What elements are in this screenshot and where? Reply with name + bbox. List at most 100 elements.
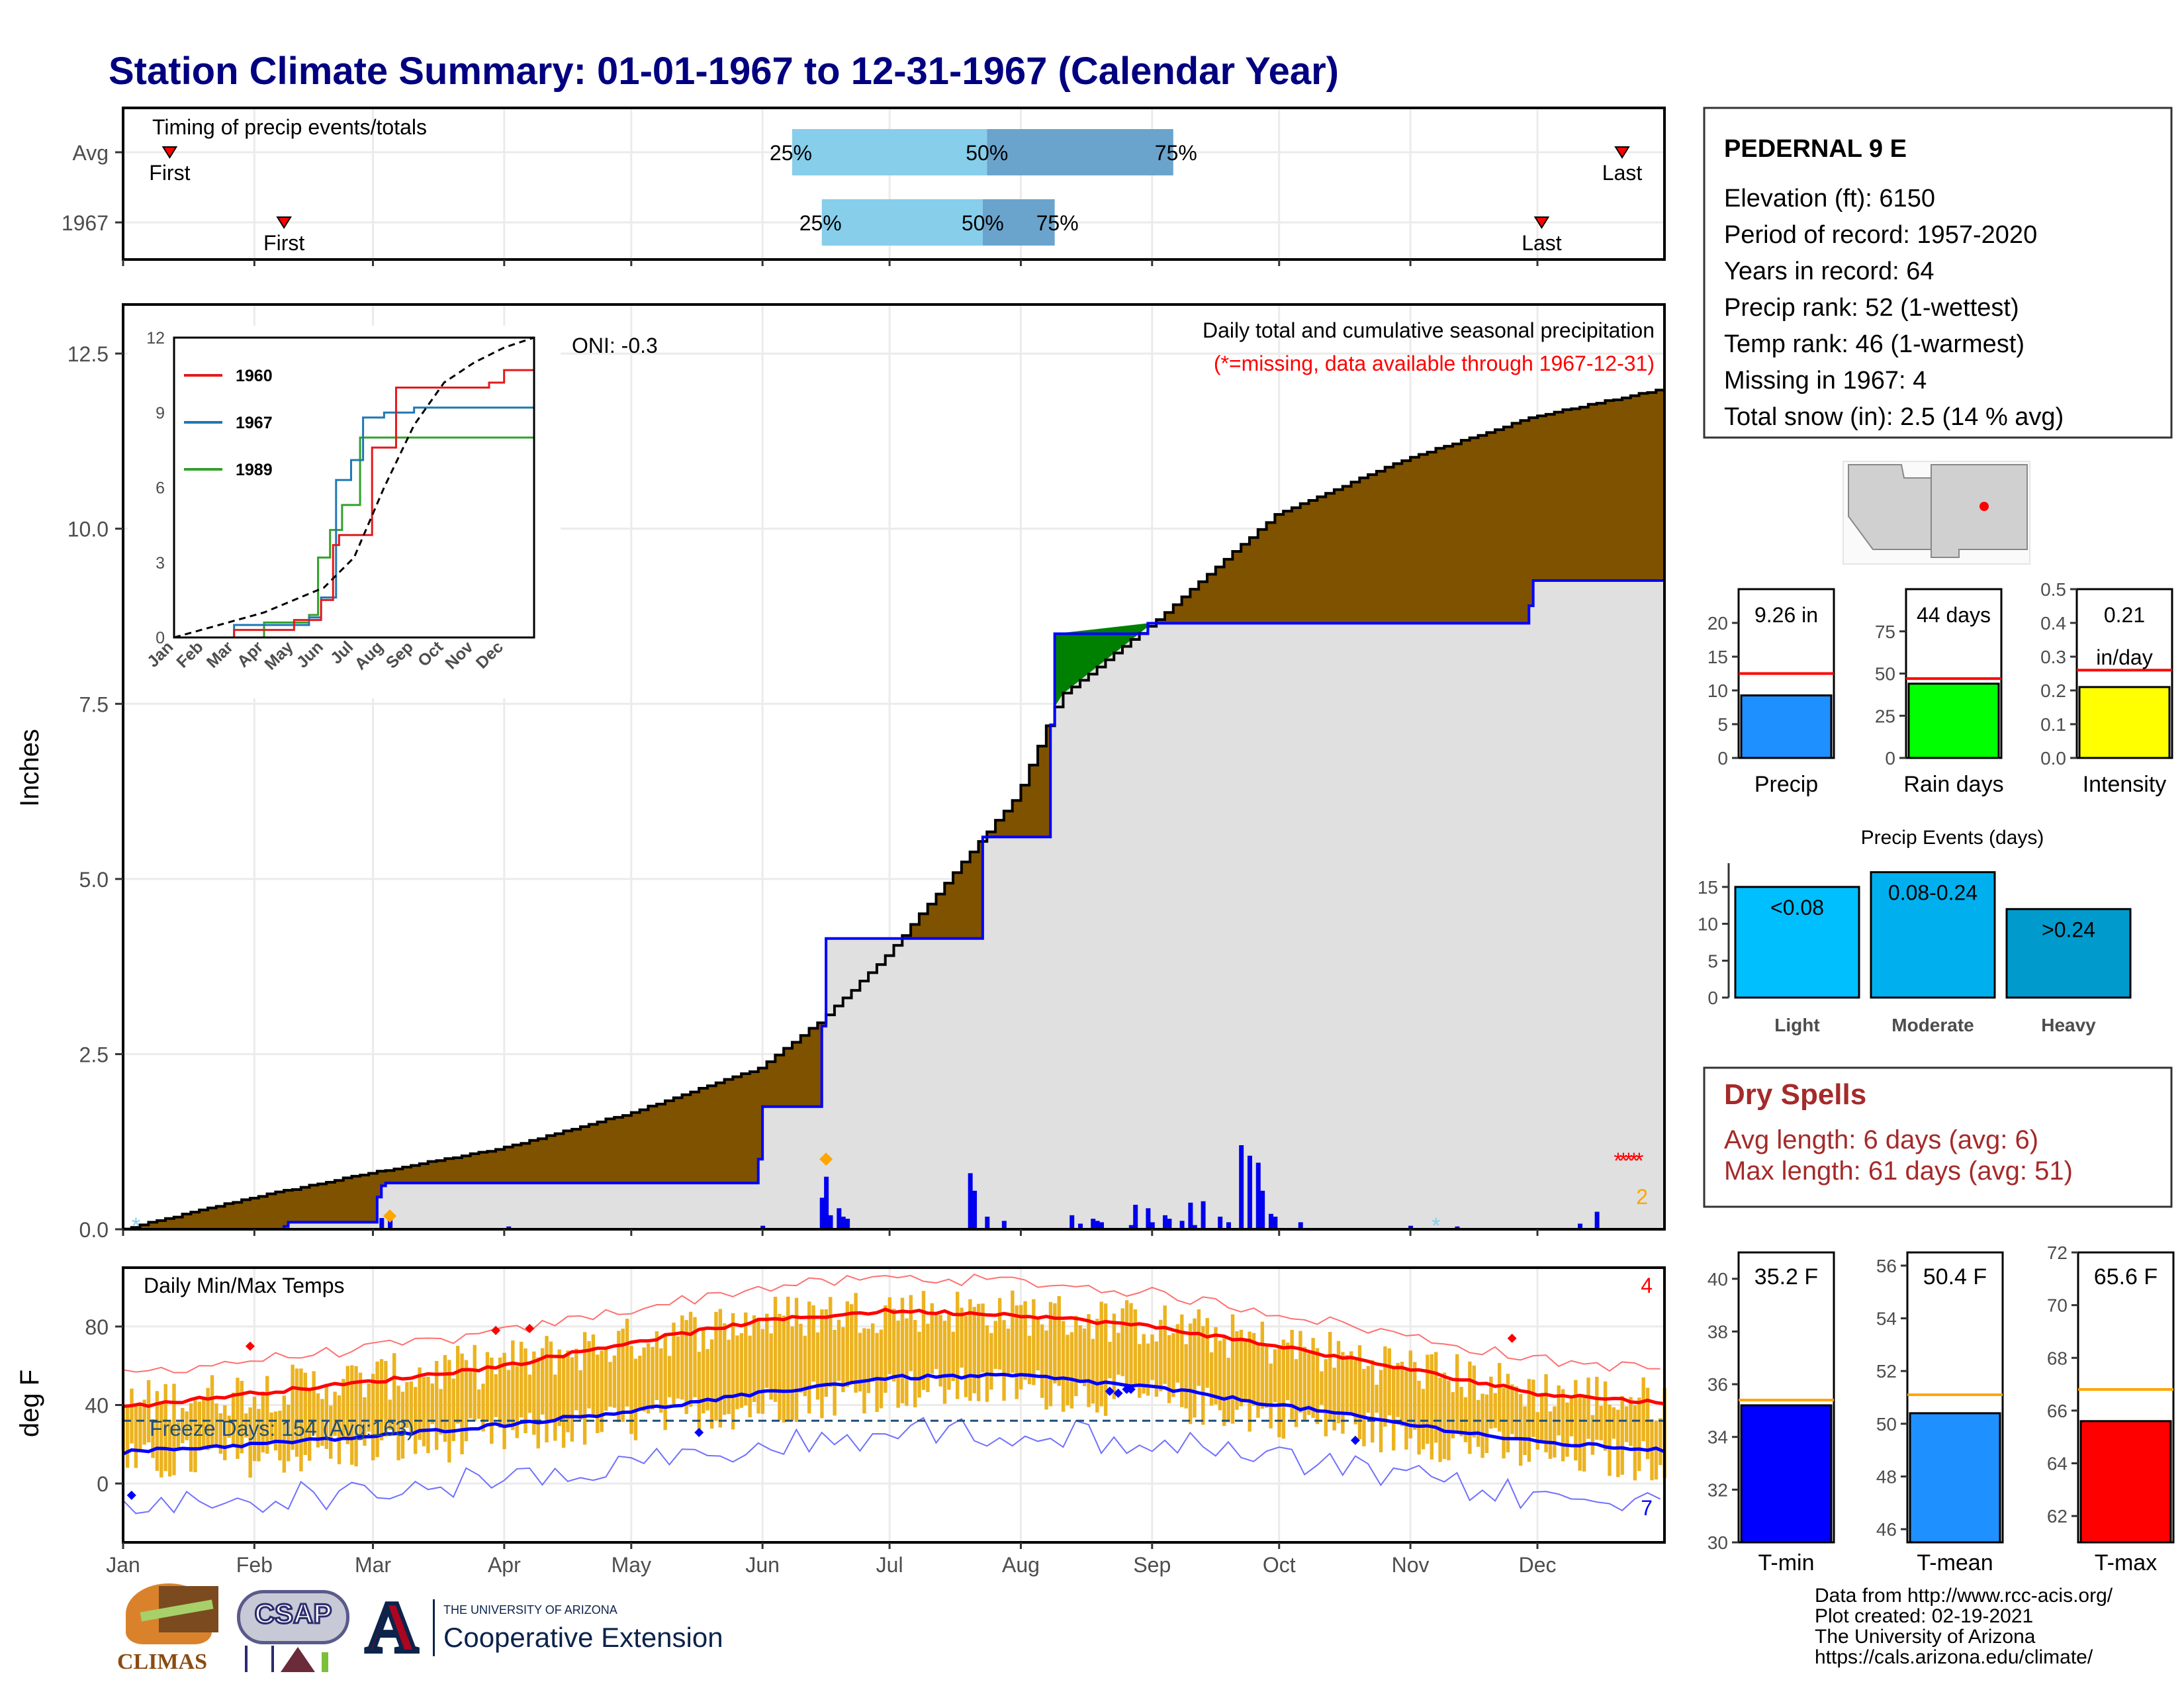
temp-daily-bar xyxy=(756,1319,760,1414)
precip-missing-star: * xyxy=(1432,1213,1440,1239)
temp-daily-bar xyxy=(197,1401,202,1450)
temp-daily-bar xyxy=(1116,1333,1120,1375)
temp-stat-ytick-label: 36 xyxy=(1707,1374,1728,1395)
temp-daily-bar xyxy=(833,1330,837,1416)
precip-subtitle: (*=missing, data available through 1967-… xyxy=(1214,352,1655,375)
temp-daily-bar xyxy=(490,1357,494,1444)
temp-daily-bar xyxy=(498,1357,502,1429)
temp-daily-bar xyxy=(1408,1350,1412,1438)
temp-daily-bar xyxy=(1032,1299,1036,1385)
temp-daily-bar xyxy=(1180,1314,1184,1407)
temp-daily-bar xyxy=(218,1413,223,1454)
temp-daily-bar xyxy=(1120,1308,1124,1376)
temp-daily-bar xyxy=(1188,1323,1193,1425)
dry-spells-max: Max length: 61 days (avg: 51) xyxy=(1724,1156,2073,1186)
timing-first-marker xyxy=(161,146,178,159)
temp-daily-bar xyxy=(138,1406,142,1449)
precip-daily-bar xyxy=(1146,1208,1151,1229)
temp-daily-bar xyxy=(1209,1352,1214,1406)
precip-1967-cumulative-area xyxy=(123,580,1664,1229)
stat-bar-0 xyxy=(1740,694,1833,759)
precip-daily-bar xyxy=(1578,1223,1583,1229)
temp-daily-bar xyxy=(1048,1301,1053,1407)
stat-value-label: 0.21 xyxy=(2104,603,2145,627)
temp-daily-bar xyxy=(1078,1325,1082,1382)
stat-bar-1 xyxy=(1907,682,2000,759)
temp-daily-bar xyxy=(151,1419,155,1458)
temp-daily-bar xyxy=(1433,1352,1438,1443)
precip-title: Daily total and cumulative seasonal prec… xyxy=(1203,318,1655,342)
temp-daily-bar xyxy=(803,1335,807,1397)
temp-daily-bar xyxy=(1112,1313,1116,1399)
temp-daily-bar xyxy=(400,1391,405,1459)
temp-daily-bar xyxy=(485,1352,490,1422)
temp-daily-bar xyxy=(676,1336,680,1399)
temp-daily-bar xyxy=(1040,1324,1044,1398)
temp-daily-bar xyxy=(1298,1331,1302,1413)
temp-stat-label: T-max xyxy=(2095,1550,2157,1575)
inset-legend-label: 1967 xyxy=(236,414,273,432)
precip-panel-frame xyxy=(122,303,1666,1231)
temp-stat-ytick-label: 70 xyxy=(2047,1295,2068,1316)
inset-line-1967 xyxy=(174,406,535,639)
temp-daily-bar xyxy=(202,1397,206,1449)
temp-daily-bar xyxy=(536,1357,540,1449)
temp-daily-bar xyxy=(934,1314,938,1370)
temp-daily-bar xyxy=(985,1325,989,1402)
temp-daily-bar xyxy=(1582,1397,1586,1472)
footer-line: The University of Arizona xyxy=(1815,1626,2036,1648)
temp-daily-bar xyxy=(723,1323,727,1415)
temp-stat-ytick-label: 52 xyxy=(1876,1361,1897,1382)
temp-daily-bar xyxy=(1023,1301,1027,1380)
temp-daily-bar xyxy=(1371,1360,1375,1443)
temp-stat-ytick-label: 30 xyxy=(1707,1532,1728,1553)
temp-daily-bar xyxy=(273,1411,278,1451)
temp-daily-bar xyxy=(663,1335,667,1430)
temp-daily-bar xyxy=(1214,1327,1218,1405)
temp-daily-bar xyxy=(1027,1335,1032,1384)
precip-daily-bar xyxy=(1179,1221,1185,1229)
temp-daily-bar xyxy=(1506,1374,1510,1453)
temp-daily-bar xyxy=(1353,1360,1357,1425)
temp-daily-bar xyxy=(1489,1376,1493,1429)
inset-average-line xyxy=(173,336,535,639)
temp-daily-bar xyxy=(1608,1404,1612,1476)
temp-daily-bar xyxy=(532,1351,536,1435)
temp-daily-bar xyxy=(375,1361,379,1458)
temp-record-low-marker xyxy=(1113,1388,1123,1398)
chart-layer: 25% 50% 75% First Last Avg 25% 50% 75% First Last 1… xyxy=(15,107,2175,1668)
events-bar-light xyxy=(1734,886,1860,999)
temp-daily-bar xyxy=(345,1366,350,1444)
temp-daily-bar xyxy=(587,1340,591,1409)
temp-daily-bar xyxy=(1463,1397,1468,1442)
csap-wordmark: CSAP xyxy=(253,1597,333,1630)
timing-first-label: First xyxy=(149,161,190,185)
dry-spells-avg: Avg length: 6 days (avg: 6) xyxy=(1724,1125,2038,1154)
temp-daily-bar xyxy=(718,1309,723,1428)
temp-daily-bar xyxy=(1129,1303,1133,1387)
inset-ytick-label: 6 xyxy=(156,479,165,498)
temp-daily-bar xyxy=(1061,1321,1066,1412)
temp-daily-bar xyxy=(1205,1318,1209,1388)
temp-record-high-marker xyxy=(525,1323,535,1333)
temp-stat-ytick-label: 54 xyxy=(1876,1309,1897,1329)
station-info-line: Elevation (ft): 6150 xyxy=(1724,185,1935,212)
stat-label: Rain days xyxy=(1903,772,2003,797)
temp-daily-bar xyxy=(1430,1354,1433,1460)
temp-daily-bar xyxy=(829,1297,833,1387)
stat-ytick-label: 0.4 xyxy=(2040,613,2066,633)
events-bar-heavy xyxy=(2005,908,2132,999)
precip-average-cumulative-line xyxy=(123,389,1666,1231)
inset-ytick-label: 3 xyxy=(156,554,165,573)
temp-daily-bar xyxy=(1468,1361,1472,1454)
temp-daily-bar xyxy=(1544,1374,1548,1452)
temp-daily-bar xyxy=(269,1412,273,1440)
precip-daily-bar xyxy=(1069,1215,1075,1229)
temp-daily-bar xyxy=(879,1329,884,1409)
stat-ytick-label: 75 xyxy=(1875,622,1895,642)
ua-big-text: Cooperative Extension xyxy=(443,1622,723,1653)
temp-daily-bar xyxy=(451,1378,455,1441)
stat-label: Intensity xyxy=(2083,772,2167,797)
precip-daily-bar xyxy=(1408,1225,1414,1229)
events-ytick-label: 10 xyxy=(1698,914,1718,935)
